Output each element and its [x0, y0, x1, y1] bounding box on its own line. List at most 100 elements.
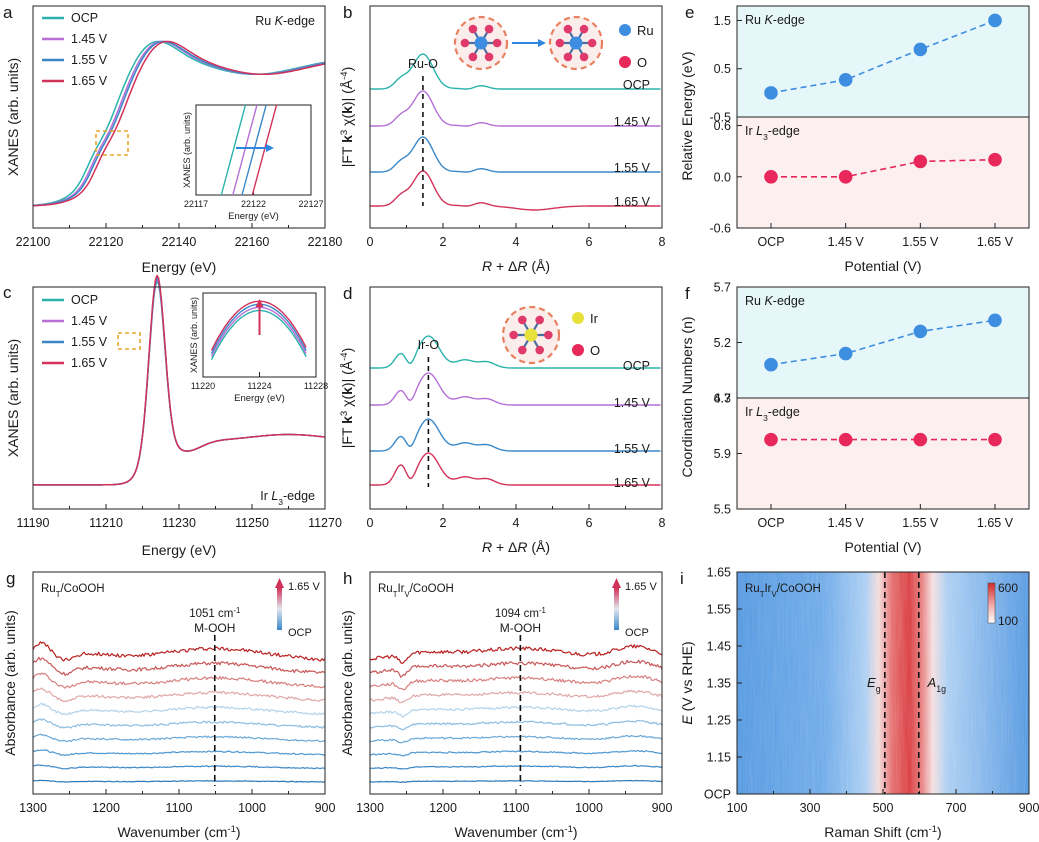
y-axis-label: XANES (arb. units)	[5, 339, 21, 457]
data-point	[988, 152, 1002, 167]
oxygen-atom-icon	[484, 24, 494, 34]
panel-letter: c	[3, 283, 12, 302]
peak-label: Ru-O	[408, 57, 438, 71]
colorbar	[614, 588, 619, 630]
sample-label: RuTIrV/CoOOH	[745, 583, 821, 599]
panel-f: 4.7 5.2 5.7 Ru K-edge 5.5 5.9 6.3 Ir L3-edge OCP…	[679, 281, 1030, 555]
oxygen-atom-icon	[460, 38, 470, 48]
x-tick-label: 1300	[356, 801, 384, 815]
colorbar-max-label: 600	[998, 581, 1018, 595]
ft-spectrum-line	[370, 452, 661, 486]
data-point	[913, 154, 928, 169]
x-tick-label: OCP	[757, 235, 784, 249]
data-point	[913, 432, 928, 447]
legend-label: 1.55 V	[71, 53, 108, 67]
x-axis-label: Potential (V)	[844, 258, 921, 274]
y-axis-label: Absorbance (arb. units)	[339, 610, 355, 756]
atom-legend-label: O	[590, 343, 600, 358]
trend-line	[770, 319, 996, 366]
x-tick-label: 900	[1019, 801, 1039, 815]
x-tick-label: OCP	[757, 516, 784, 530]
x-tick-label: 11220	[191, 381, 215, 391]
inset-spectrum-line	[220, 104, 247, 196]
x-tick-label: 22180	[308, 235, 343, 249]
heatmap-texture	[737, 572, 1029, 794]
panel-letter: e	[685, 3, 694, 22]
ftir-spectrum-line	[32, 718, 326, 729]
y-tick-label: 4.7	[714, 392, 731, 406]
data-point	[764, 169, 778, 184]
legend-label: 1.45 V	[71, 314, 108, 328]
panel-letter: i	[680, 569, 684, 588]
series-label: 1.65 V	[614, 195, 651, 209]
axes-frame	[369, 571, 663, 795]
x-axis-label: Potential (V)	[844, 539, 921, 555]
ftir-spectrum-line	[32, 656, 326, 677]
x-tick-label: 300	[800, 801, 821, 815]
axes-frame	[32, 571, 326, 795]
x-axis-label: R + ΔR (Å)	[482, 539, 550, 555]
inset-x-label: Energy (eV)	[228, 211, 279, 222]
metal-atom-icon	[569, 36, 583, 50]
shift-arrow-head	[266, 144, 274, 152]
oxygen-atom-icon	[468, 52, 478, 62]
data-point	[838, 432, 853, 447]
series-label: Ir L3-edge	[745, 405, 800, 423]
metal-atom-icon	[474, 36, 488, 50]
x-tick-label: 22100	[16, 235, 51, 249]
ft-spectrum-line	[370, 136, 661, 173]
axes-frame	[736, 5, 1030, 229]
legend-label: 1.55 V	[71, 335, 108, 349]
y-tick-label: OCP	[704, 788, 731, 802]
edge-annotation-label: Ir L3-edge	[260, 489, 315, 507]
x-tick-label: 1100	[166, 801, 193, 815]
ftir-spectrum-line	[369, 764, 663, 770]
zoom-region-marker	[117, 332, 141, 350]
x-tick-label: 1.45 V	[828, 516, 865, 530]
ru-subpanel-bg	[737, 6, 1029, 117]
data-point	[838, 346, 853, 361]
x-tick-label: 11250	[235, 516, 269, 530]
o-legend-icon	[572, 344, 584, 356]
spectrum-line	[33, 281, 326, 486]
axes-frame	[32, 5, 326, 229]
x-tick-label: 900	[652, 801, 673, 815]
x-tick-label: 1.45 V	[828, 235, 865, 249]
x-tick-label: 8	[659, 516, 666, 530]
x-tick-label: 500	[873, 801, 894, 815]
panel-letter: b	[343, 3, 352, 22]
colorbar-top-label: 1.65 V	[288, 581, 320, 593]
y-tick-label: 6.3	[714, 392, 731, 406]
oxygen-atom-icon	[579, 52, 589, 62]
y-axis-label: Absorbance (arb. units)	[2, 610, 18, 756]
y-tick-label: 1.35	[707, 677, 731, 691]
series-label: Ir L3-edge	[745, 124, 800, 142]
x-tick-label: 11210	[89, 516, 123, 530]
x-axis-label: Raman Shift (cm-1)	[824, 824, 941, 841]
axes-frame	[736, 571, 1030, 795]
oxygen-atom-icon	[518, 345, 527, 355]
x-tick-label: 11230	[162, 516, 196, 530]
y-axis-label: E (V vs RHE)	[679, 641, 695, 724]
legend-label: 1.65 V	[71, 74, 108, 88]
x-tick-label: 1200	[429, 801, 457, 815]
colorbar	[987, 582, 996, 624]
y-tick-label: 5.5	[714, 503, 731, 517]
sample-label: RuT/CoOOH	[41, 583, 105, 599]
oxygen-atom-icon	[587, 38, 597, 48]
oxygen-atom-icon	[563, 52, 573, 62]
x-tick-label: 22117	[184, 199, 208, 209]
ftir-spectrum-line	[32, 672, 326, 689]
panel-g: 1300 1200 1100 1000 900 Wavenumber (cm-1) Abso…	[2, 571, 335, 841]
oxygen-atom-icon	[518, 315, 527, 325]
x-axis-label: Energy (eV)	[142, 259, 217, 275]
x-tick-label: 6	[586, 516, 593, 530]
oxygen-atom-icon	[544, 330, 553, 340]
panel-b: 0 2 4 6 8 R + ΔR (Å) |FT k3 χ(k)| (Å-4) OCP 1.45…	[339, 5, 666, 274]
x-tick-label: 22122	[241, 199, 266, 209]
ftir-spectrum-line	[369, 779, 662, 784]
x-axis-label: Wavenumber (cm-1)	[117, 824, 240, 841]
x-tick-label: 1.65 V	[977, 235, 1014, 249]
peak-label: M-OOH	[194, 621, 235, 635]
